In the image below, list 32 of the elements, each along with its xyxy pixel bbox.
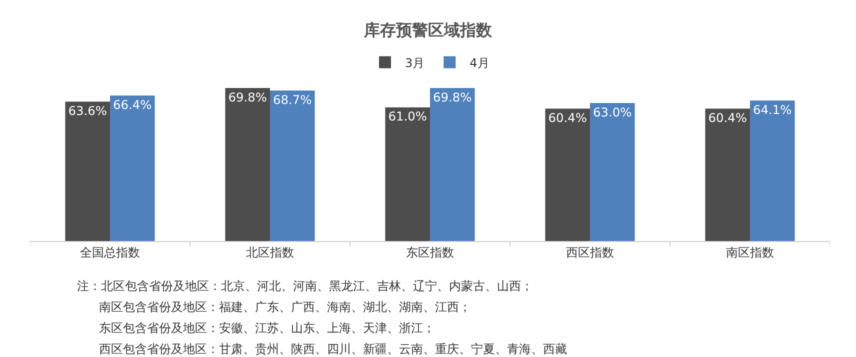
data-label: 69.8% (433, 90, 472, 104)
x-tick-label: 南区指数 (726, 245, 774, 260)
bar (270, 90, 315, 241)
bar (65, 102, 110, 241)
bar (225, 88, 270, 241)
bar (750, 100, 795, 241)
text: 东区包含省份及地区：安徽、江苏、山东、上海、天津、浙江； (99, 321, 435, 335)
bar (545, 108, 590, 241)
data-label: 60.4% (708, 110, 747, 125)
data-label: 60.4% (548, 110, 587, 125)
data-label: 61.0% (388, 110, 427, 124)
data-label: 64.1% (753, 102, 792, 117)
bar (110, 96, 155, 241)
x-tick-label: 东区指数 (406, 245, 454, 260)
legend-label: 4月 (470, 56, 490, 70)
x-tick-label: 西区指数 (566, 245, 614, 260)
bar (705, 108, 750, 241)
text: 西区包含省份及地区：甘肃、贵州、陕西、四川、新疆、云南、重庆、宁夏、青海、西藏 (99, 342, 567, 356)
data-label: 63.6% (68, 104, 107, 118)
x-tick-label: 全国总指数 (80, 245, 140, 260)
chart-title: 库存预警区域指数 (363, 20, 493, 40)
data-label: 66.4% (113, 98, 152, 112)
data-label: 63.0% (593, 105, 632, 120)
x-tick-label: 北区指数 (246, 245, 294, 260)
bar (385, 107, 430, 241)
bar (590, 102, 635, 241)
data-label: 69.8% (228, 90, 267, 104)
text: 注：北区包含省份及地区：北京、河北、河南、黑龙江、吉林、辽宁、内蒙古、山西； (77, 279, 533, 293)
legend-label: 3月 (405, 56, 425, 70)
text: 南区包含省份及地区：福建、广东、广西、海南、湖北、湖南、江西； (99, 300, 471, 314)
data-label: 68.7% (273, 92, 312, 107)
bar (430, 88, 475, 241)
